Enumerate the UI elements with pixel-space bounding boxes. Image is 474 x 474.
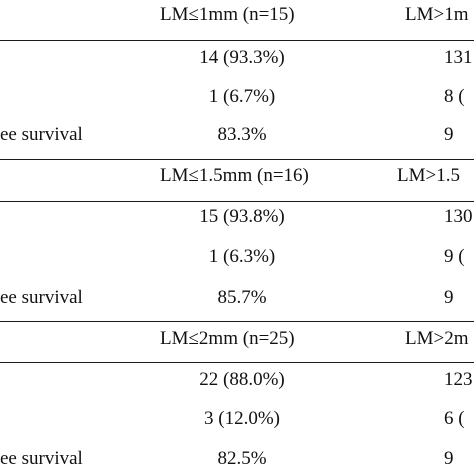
section-3-header-rule (0, 362, 474, 363)
section-3-row-2-col1: 3 (12.0%) (204, 408, 280, 429)
section-1-bottom-rule (0, 159, 474, 160)
section-2-row-1-col1: 15 (93.8%) (199, 206, 285, 227)
section-1-row-2-col1: 1 (6.7%) (208, 86, 276, 107)
section-3-row-3-col2: 9 (444, 448, 454, 469)
section-1-header-rule (0, 40, 474, 41)
section-3-row-3-col1: 82.5% (217, 448, 267, 469)
section-1-row-1-col1: 14 (93.3%) (199, 47, 285, 68)
section-2-header-col1: LM≤1.5mm (n=16) (160, 165, 309, 186)
section-2-row-3-col2: 9 (444, 287, 454, 308)
section-1-row-2-col2: 8 ( (444, 86, 465, 107)
section-1-row-1-col2: 131 (444, 47, 473, 68)
section-3-header-col2: LM>2m (405, 328, 469, 349)
section-1-row-3-label: ee survival (0, 124, 83, 145)
section-1-header-col2: LM>1m (405, 4, 469, 25)
section-2-bottom-rule (0, 321, 474, 322)
section-2-row-2-col2: 9 ( (444, 246, 465, 267)
section-3-row-2-col2: 6 ( (444, 408, 465, 429)
section-3-row-3-label: ee survival (0, 448, 83, 469)
section-2-header-col2: LM>1.5 (397, 165, 460, 186)
section-2-row-3-col1: 85.7% (217, 287, 267, 308)
section-3-row-1-col1: 22 (88.0%) (199, 369, 285, 390)
section-2-row-3-label: ee survival (0, 287, 83, 308)
section-2-row-2-col1: 1 (6.3%) (208, 246, 276, 267)
section-2-header-rule (0, 201, 474, 202)
section-1-row-3-col1: 83.3% (217, 124, 267, 145)
section-3-row-1-col2: 123 (444, 369, 473, 390)
section-3-header-col1: LM≤2mm (n=25) (160, 328, 295, 349)
section-1-row-3-col2: 9 (444, 124, 454, 145)
section-2-row-1-col2: 130 (444, 206, 473, 227)
section-1-header-col1: LM≤1mm (n=15) (160, 4, 295, 25)
